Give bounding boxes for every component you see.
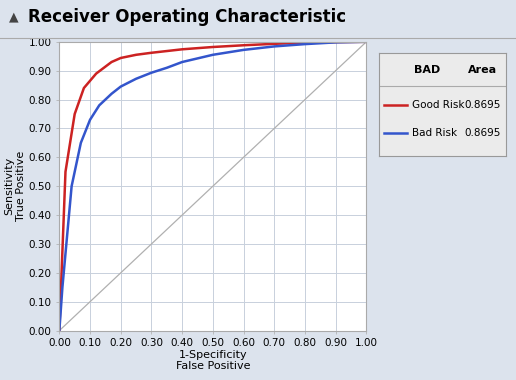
Text: 0.8695: 0.8695 [465, 100, 501, 109]
Text: Good Risk: Good Risk [412, 100, 464, 109]
Text: Receiver Operating Characteristic: Receiver Operating Characteristic [28, 8, 347, 26]
Text: ▲: ▲ [9, 11, 19, 24]
Text: Area: Area [469, 65, 497, 74]
Y-axis label: Sensitivity
True Positive: Sensitivity True Positive [4, 151, 26, 221]
Text: Bad Risk: Bad Risk [412, 128, 457, 138]
Text: BAD: BAD [414, 65, 441, 74]
X-axis label: 1-Specificity
False Positive: 1-Specificity False Positive [175, 350, 250, 371]
Text: 0.8695: 0.8695 [465, 128, 501, 138]
